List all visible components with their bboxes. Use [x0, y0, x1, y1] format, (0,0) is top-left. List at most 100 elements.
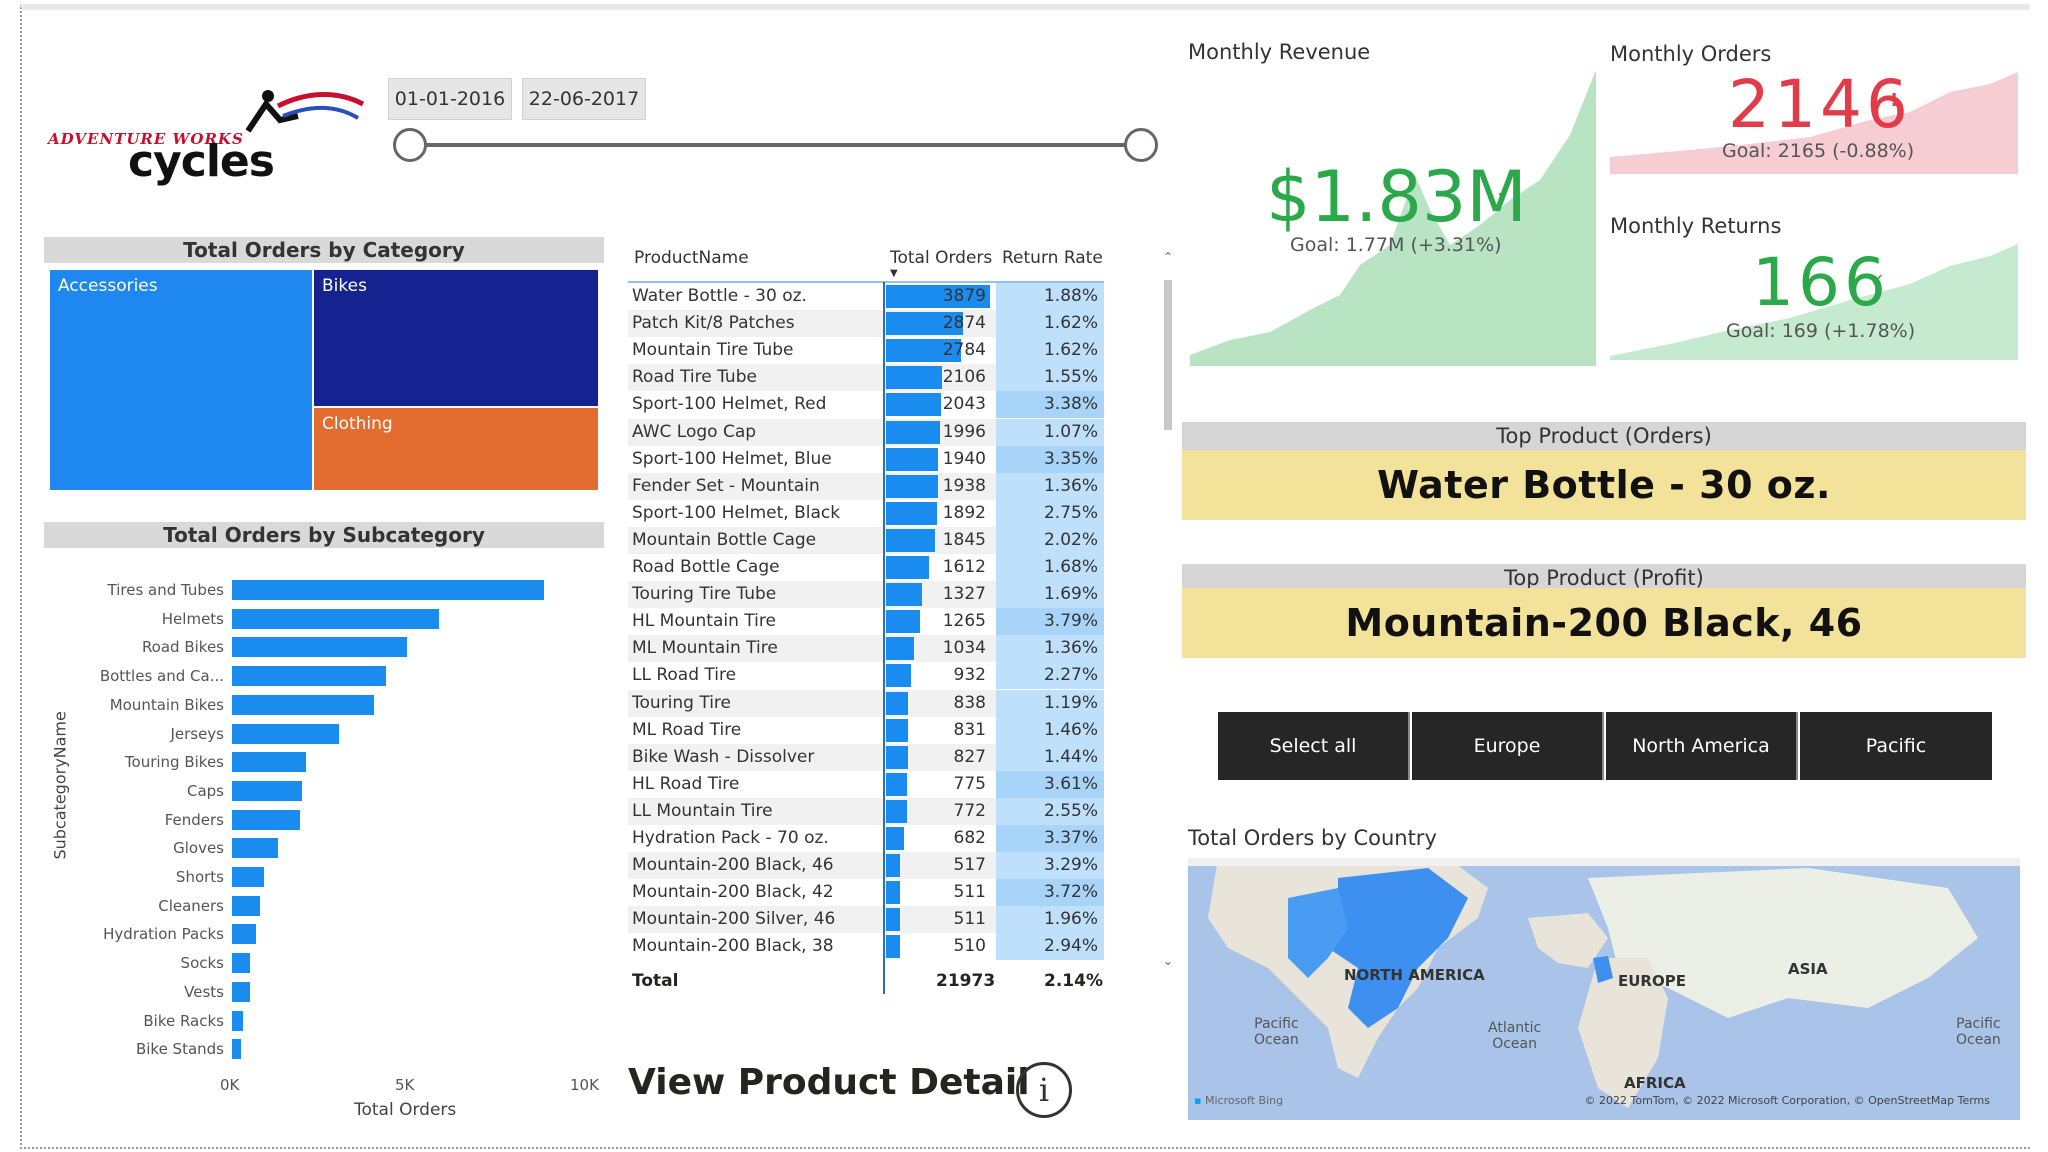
map-label-africa: AFRICA	[1624, 1074, 1686, 1092]
product-name-cell: Bike Wash - Dissolver	[632, 746, 815, 767]
table-row[interactable]: Mountain Tire Tube 2784 1.62%	[628, 337, 1104, 365]
table-row[interactable]: Touring Tire Tube 1327 1.69%	[628, 581, 1104, 609]
table-row[interactable]: LL Road Tire 932 2.27%	[628, 662, 1104, 690]
table-row[interactable]: Sport-100 Helmet, Black 1892 2.75%	[628, 499, 1104, 527]
table-scrollbar[interactable]: ⌃ ⌄	[1162, 250, 1174, 980]
region-select-all-button[interactable]: Select all	[1218, 712, 1410, 780]
scroll-up-icon[interactable]: ⌃	[1163, 250, 1174, 264]
table-row[interactable]: Road Bottle Cage 1612 1.68%	[628, 554, 1104, 581]
return-rate-value: 3.35%	[1043, 448, 1098, 469]
total-orders-cell: 831	[886, 717, 990, 744]
orders-value: 511	[953, 882, 986, 903]
bar-mark[interactable]	[232, 608, 439, 629]
product-name-cell: Fender Set - Mountain	[632, 475, 820, 496]
table-row[interactable]: Mountain-200 Silver, 46 511 1.96%	[628, 906, 1104, 934]
bar-category-label: Caps	[186, 781, 224, 800]
table-row[interactable]: Sport-100 Helmet, Red 2043 3.38%	[628, 391, 1104, 419]
returns-kpi-goal: Goal: 169 (+1.78%)	[1726, 320, 1916, 342]
date-slider-track[interactable]	[410, 143, 1144, 147]
table-row[interactable]: Bike Wash - Dissolver 827 1.44%	[628, 743, 1104, 771]
product-name-cell: Patch Kit/8 Patches	[632, 313, 795, 334]
bar-mark[interactable]	[232, 1010, 243, 1031]
bar-mark[interactable]	[232, 809, 301, 830]
map-attribution[interactable]: © 2022 TomTom, © 2022 Microsoft Corporat…	[1584, 1094, 1991, 1107]
table-row[interactable]: Mountain-200 Black, 38 510 2.94%	[628, 933, 1104, 961]
bar-category-label: Bike Stands	[135, 1040, 224, 1059]
table-row[interactable]: HL Mountain Tire 1265 3.79%	[628, 608, 1104, 636]
bar-mark[interactable]	[232, 924, 256, 945]
table-row[interactable]: Sport-100 Helmet, Blue 1940 3.35%	[628, 445, 1104, 473]
total-orders-cell: 2874	[886, 310, 990, 337]
bar-mark[interactable]	[232, 580, 544, 600]
table-row[interactable]: Road Tire Tube 2106 1.55%	[628, 364, 1104, 392]
col-header-product-name[interactable]: ProductName	[634, 248, 749, 268]
product-name-cell: HL Mountain Tire	[632, 611, 776, 632]
bar-mark[interactable]	[232, 723, 339, 744]
table-row[interactable]: Patch Kit/8 Patches 2874 1.62%	[628, 310, 1104, 338]
table-row[interactable]: Mountain Bottle Cage 1845 2.02%	[628, 526, 1104, 554]
table-row[interactable]: Fender Set - Mountain 1938 1.36%	[628, 472, 1104, 500]
return-rate-value: 3.29%	[1043, 855, 1098, 876]
treemap-bikes[interactable]: Bikes	[312, 268, 600, 408]
table-row[interactable]: Water Bottle - 30 oz. 3879 1.88%	[628, 283, 1104, 310]
total-orders-cell: 772	[886, 798, 990, 825]
region-north-america-button[interactable]: North America	[1606, 712, 1798, 780]
bar-mark[interactable]	[232, 981, 250, 1002]
region-europe-button[interactable]: Europe	[1412, 712, 1604, 780]
bar-category-label: Fenders	[164, 810, 224, 829]
bar-mark[interactable]	[232, 752, 306, 773]
orders-value: 2106	[942, 367, 986, 388]
bar-category-label: Bike Racks	[143, 1011, 224, 1030]
table-row[interactable]: LL Mountain Tire 772 2.55%	[628, 797, 1104, 825]
product-name-cell: Road Bottle Cage	[632, 557, 780, 577]
return-rate-cell: 3.38%	[996, 391, 1104, 419]
scroll-down-icon[interactable]: ⌄	[1163, 954, 1174, 968]
region-pacific-button[interactable]: Pacific	[1800, 712, 1992, 780]
bar-mark[interactable]	[232, 1039, 241, 1060]
bar-mark[interactable]	[232, 953, 250, 974]
table-row[interactable]: ML Mountain Tire 1034 1.36%	[628, 635, 1104, 663]
table-row[interactable]: Hydration Pack - 70 oz. 682 3.37%	[628, 825, 1104, 852]
product-name-cell: ML Road Tire	[632, 719, 742, 740]
orders-value: 1265	[942, 611, 986, 632]
return-rate-value: 1.19%	[1043, 692, 1098, 713]
info-icon[interactable]: i	[1016, 1062, 1072, 1118]
orders-kpi-value: 2146	[1728, 66, 1912, 143]
table-row[interactable]: Mountain-200 Black, 46 517 3.29%	[628, 852, 1104, 880]
orders-databar	[886, 583, 922, 607]
product-name-cell: Mountain Tire Tube	[632, 340, 794, 361]
orders-value: 2874	[942, 313, 986, 334]
product-name-cell: Mountain Bottle Cage	[632, 529, 817, 550]
bar-mark[interactable]	[232, 637, 407, 658]
bar-mark[interactable]	[232, 666, 386, 687]
bar-mark[interactable]	[232, 867, 264, 887]
bar-mark[interactable]	[232, 780, 302, 801]
table-row[interactable]: Touring Tire 838 1.19%	[628, 689, 1104, 717]
col-header-total-orders[interactable]: Total Orders	[890, 248, 993, 268]
treemap-accessories[interactable]: Accessories	[48, 268, 314, 492]
date-slider-start-handle[interactable]	[393, 128, 427, 162]
table-row[interactable]: Mountain-200 Black, 42 511 3.72%	[628, 879, 1104, 907]
date-slider-end-handle[interactable]	[1124, 128, 1158, 162]
table-row[interactable]: AWC Logo Cap 1996 1.07%	[628, 418, 1104, 446]
date-end-input[interactable]: 22-06-2017	[522, 78, 646, 120]
view-product-detail-button[interactable]: View Product Detail	[628, 1062, 1030, 1103]
orders-by-country-map[interactable]: NORTH AMERICA EUROPE ASIA AFRICA Pacific…	[1188, 858, 2020, 1120]
table-row[interactable]: ML Road Tire 831 1.46%	[628, 716, 1104, 744]
product-name-cell: LL Mountain Tire	[632, 800, 773, 821]
orders-value: 511	[953, 909, 986, 930]
treemap-clothing[interactable]: Clothing	[312, 406, 600, 492]
col-header-return-rate[interactable]: Return Rate	[1002, 248, 1103, 268]
top-product-profit-title: Top Product (Profit)	[1182, 564, 2026, 592]
scrollbar-thumb[interactable]	[1164, 280, 1172, 430]
bar-mark[interactable]	[232, 694, 374, 715]
bar-mark[interactable]	[232, 838, 278, 859]
total-orders-cell: 932	[886, 662, 990, 689]
map-ocean-pacific-right: Pacific Ocean	[1956, 1016, 2001, 1048]
date-start-input[interactable]: 01-01-2016	[388, 78, 512, 120]
bar-mark[interactable]	[232, 895, 260, 916]
return-rate-cell: 1.62%	[996, 310, 1104, 338]
return-rate-value: 2.94%	[1043, 936, 1098, 957]
table-row[interactable]: HL Road Tire 775 3.61%	[628, 770, 1104, 798]
product-name-cell: Sport-100 Helmet, Blue	[632, 448, 832, 469]
